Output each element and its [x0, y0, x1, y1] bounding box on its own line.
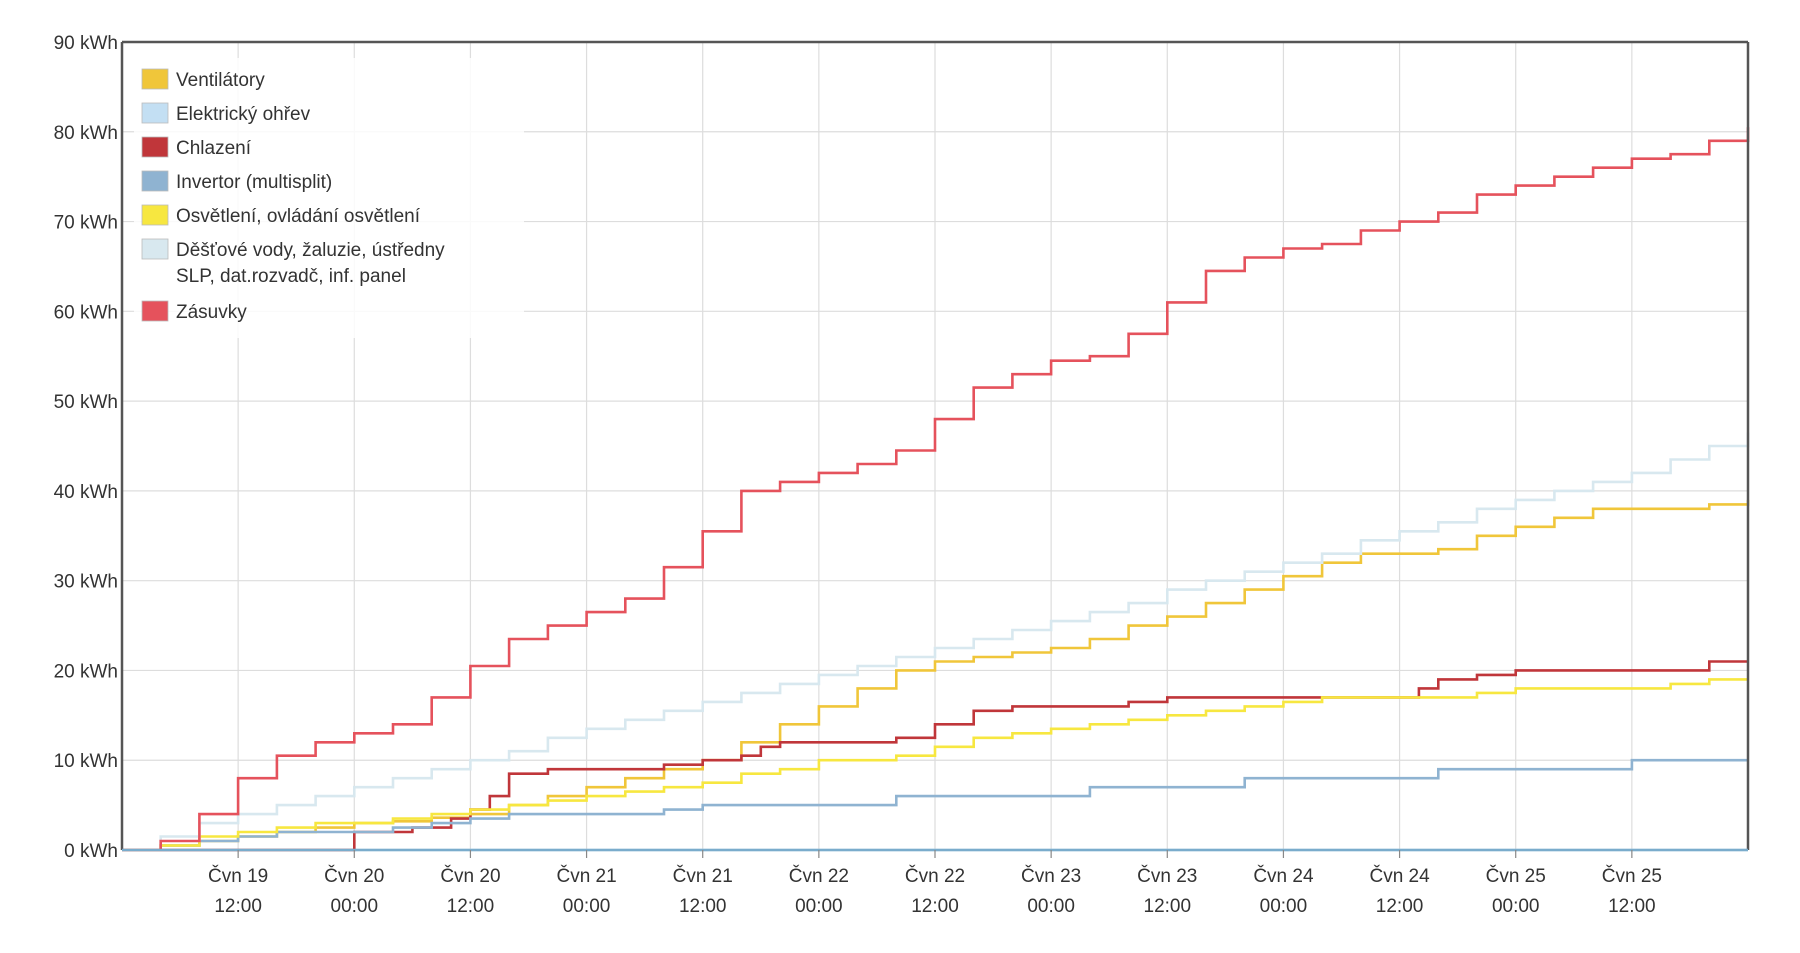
legend-background [134, 58, 524, 338]
x-tick-label-time: 00:00 [331, 896, 379, 917]
x-tick-label-date: Čvn 19 [208, 865, 268, 887]
y-tick-label: 80 kWh [54, 123, 118, 144]
x-tick-label-time: 12:00 [911, 896, 959, 917]
x-tick-label-date: Čvn 22 [789, 865, 849, 887]
x-tick-label-date: Čvn 23 [1021, 865, 1081, 887]
x-tick-label-date: Čvn 20 [440, 865, 500, 887]
legend-label: Ventilátory [176, 70, 265, 91]
x-tick-label-time: 12:00 [1144, 896, 1192, 917]
legend-swatch [141, 102, 169, 124]
y-tick-label: 60 kWh [54, 302, 118, 323]
legend-label: SLP, dat.rozvadč, inf. panel [176, 266, 406, 287]
x-tick-label-date: Čvn 25 [1602, 865, 1662, 887]
x-tick-label-date: Čvn 24 [1253, 865, 1314, 887]
x-tick-label-time: 12:00 [1376, 896, 1424, 917]
y-tick-label: 40 kWh [54, 482, 118, 503]
x-tick-label-time: 00:00 [1492, 896, 1540, 917]
series-line-destove-vody-zaluzie-ustredny- [122, 432, 1750, 852]
series-line-osvetleni-ovladani-osvetleni [122, 678, 1748, 852]
x-tick-label-date: Čvn 21 [556, 865, 616, 887]
y-tick-label: 10 kWh [54, 751, 118, 772]
legend-swatch [141, 68, 169, 90]
legend-item[interactable]: Chlazení [141, 136, 252, 159]
series-line-zasuvky [122, 127, 1750, 852]
y-tick-label: 90 kWh [54, 33, 118, 54]
y-tick-label: 0 kWh [64, 841, 118, 862]
y-tick-label: 70 kWh [54, 213, 118, 234]
axis-labels-layer: 0 kWh 10 kWh 20 kWh 30 kWh 40 kWh 50 kWh 60 kW… [54, 33, 1662, 917]
series-line-invertor-multisplit [122, 758, 1748, 852]
x-tick-label-time: 12:00 [214, 896, 262, 917]
legend-item[interactable]: Invertor (multisplit) [141, 170, 332, 193]
legend-item[interactable]: Děšťové vody, žaluzie, ústředny SLP, dat.… [141, 238, 445, 287]
legend-swatch [141, 136, 169, 158]
legend[interactable]: Ventilátory Elektrický ohřev Chlazení Inver… [134, 58, 524, 338]
legend-item[interactable]: Osvětlení, ovládání osvětlení [141, 204, 421, 227]
x-tick-label-date: Čvn 21 [673, 865, 733, 887]
legend-swatch [141, 170, 169, 192]
x-tick-label-time: 12:00 [679, 896, 727, 917]
x-tick-label-time: 00:00 [1260, 896, 1308, 917]
series-line-chlazeni [122, 660, 1748, 852]
legend-item[interactable]: Elektrický ohřev [141, 102, 311, 125]
x-tick-label-time: 00:00 [795, 896, 843, 917]
y-tick-label: 30 kWh [54, 572, 118, 593]
y-tick-label: 50 kWh [54, 392, 118, 413]
legend-swatch [141, 300, 169, 322]
legend-label: Zásuvky [176, 302, 247, 323]
legend-label: Chlazení [176, 138, 252, 159]
x-tick-label-date: Čvn 20 [324, 865, 384, 887]
y-tick-label: 20 kWh [54, 661, 118, 682]
legend-swatch [141, 204, 169, 226]
x-tick-label-time: 12:00 [1608, 896, 1656, 917]
x-tick-label-date: Čvn 23 [1137, 865, 1197, 887]
legend-label: Invertor (multisplit) [176, 172, 332, 193]
x-tick-label-date: Čvn 24 [1369, 865, 1430, 887]
x-tick-label-time: 12:00 [447, 896, 495, 917]
x-tick-label-time: 00:00 [1027, 896, 1075, 917]
x-tick-label-date: Čvn 22 [905, 865, 965, 887]
legend-label: Elektrický ohřev [176, 104, 311, 125]
legend-label: Děšťové vody, žaluzie, ústředny [176, 240, 445, 261]
legend-item[interactable]: Ventilátory [141, 68, 265, 91]
x-tick-label-time: 00:00 [563, 896, 611, 917]
legend-swatch [141, 238, 169, 260]
legend-item[interactable]: Zásuvky [141, 300, 247, 323]
x-tick-label-date: Čvn 25 [1486, 865, 1546, 887]
legend-label: Osvětlení, ovládání osvětlení [176, 206, 421, 227]
